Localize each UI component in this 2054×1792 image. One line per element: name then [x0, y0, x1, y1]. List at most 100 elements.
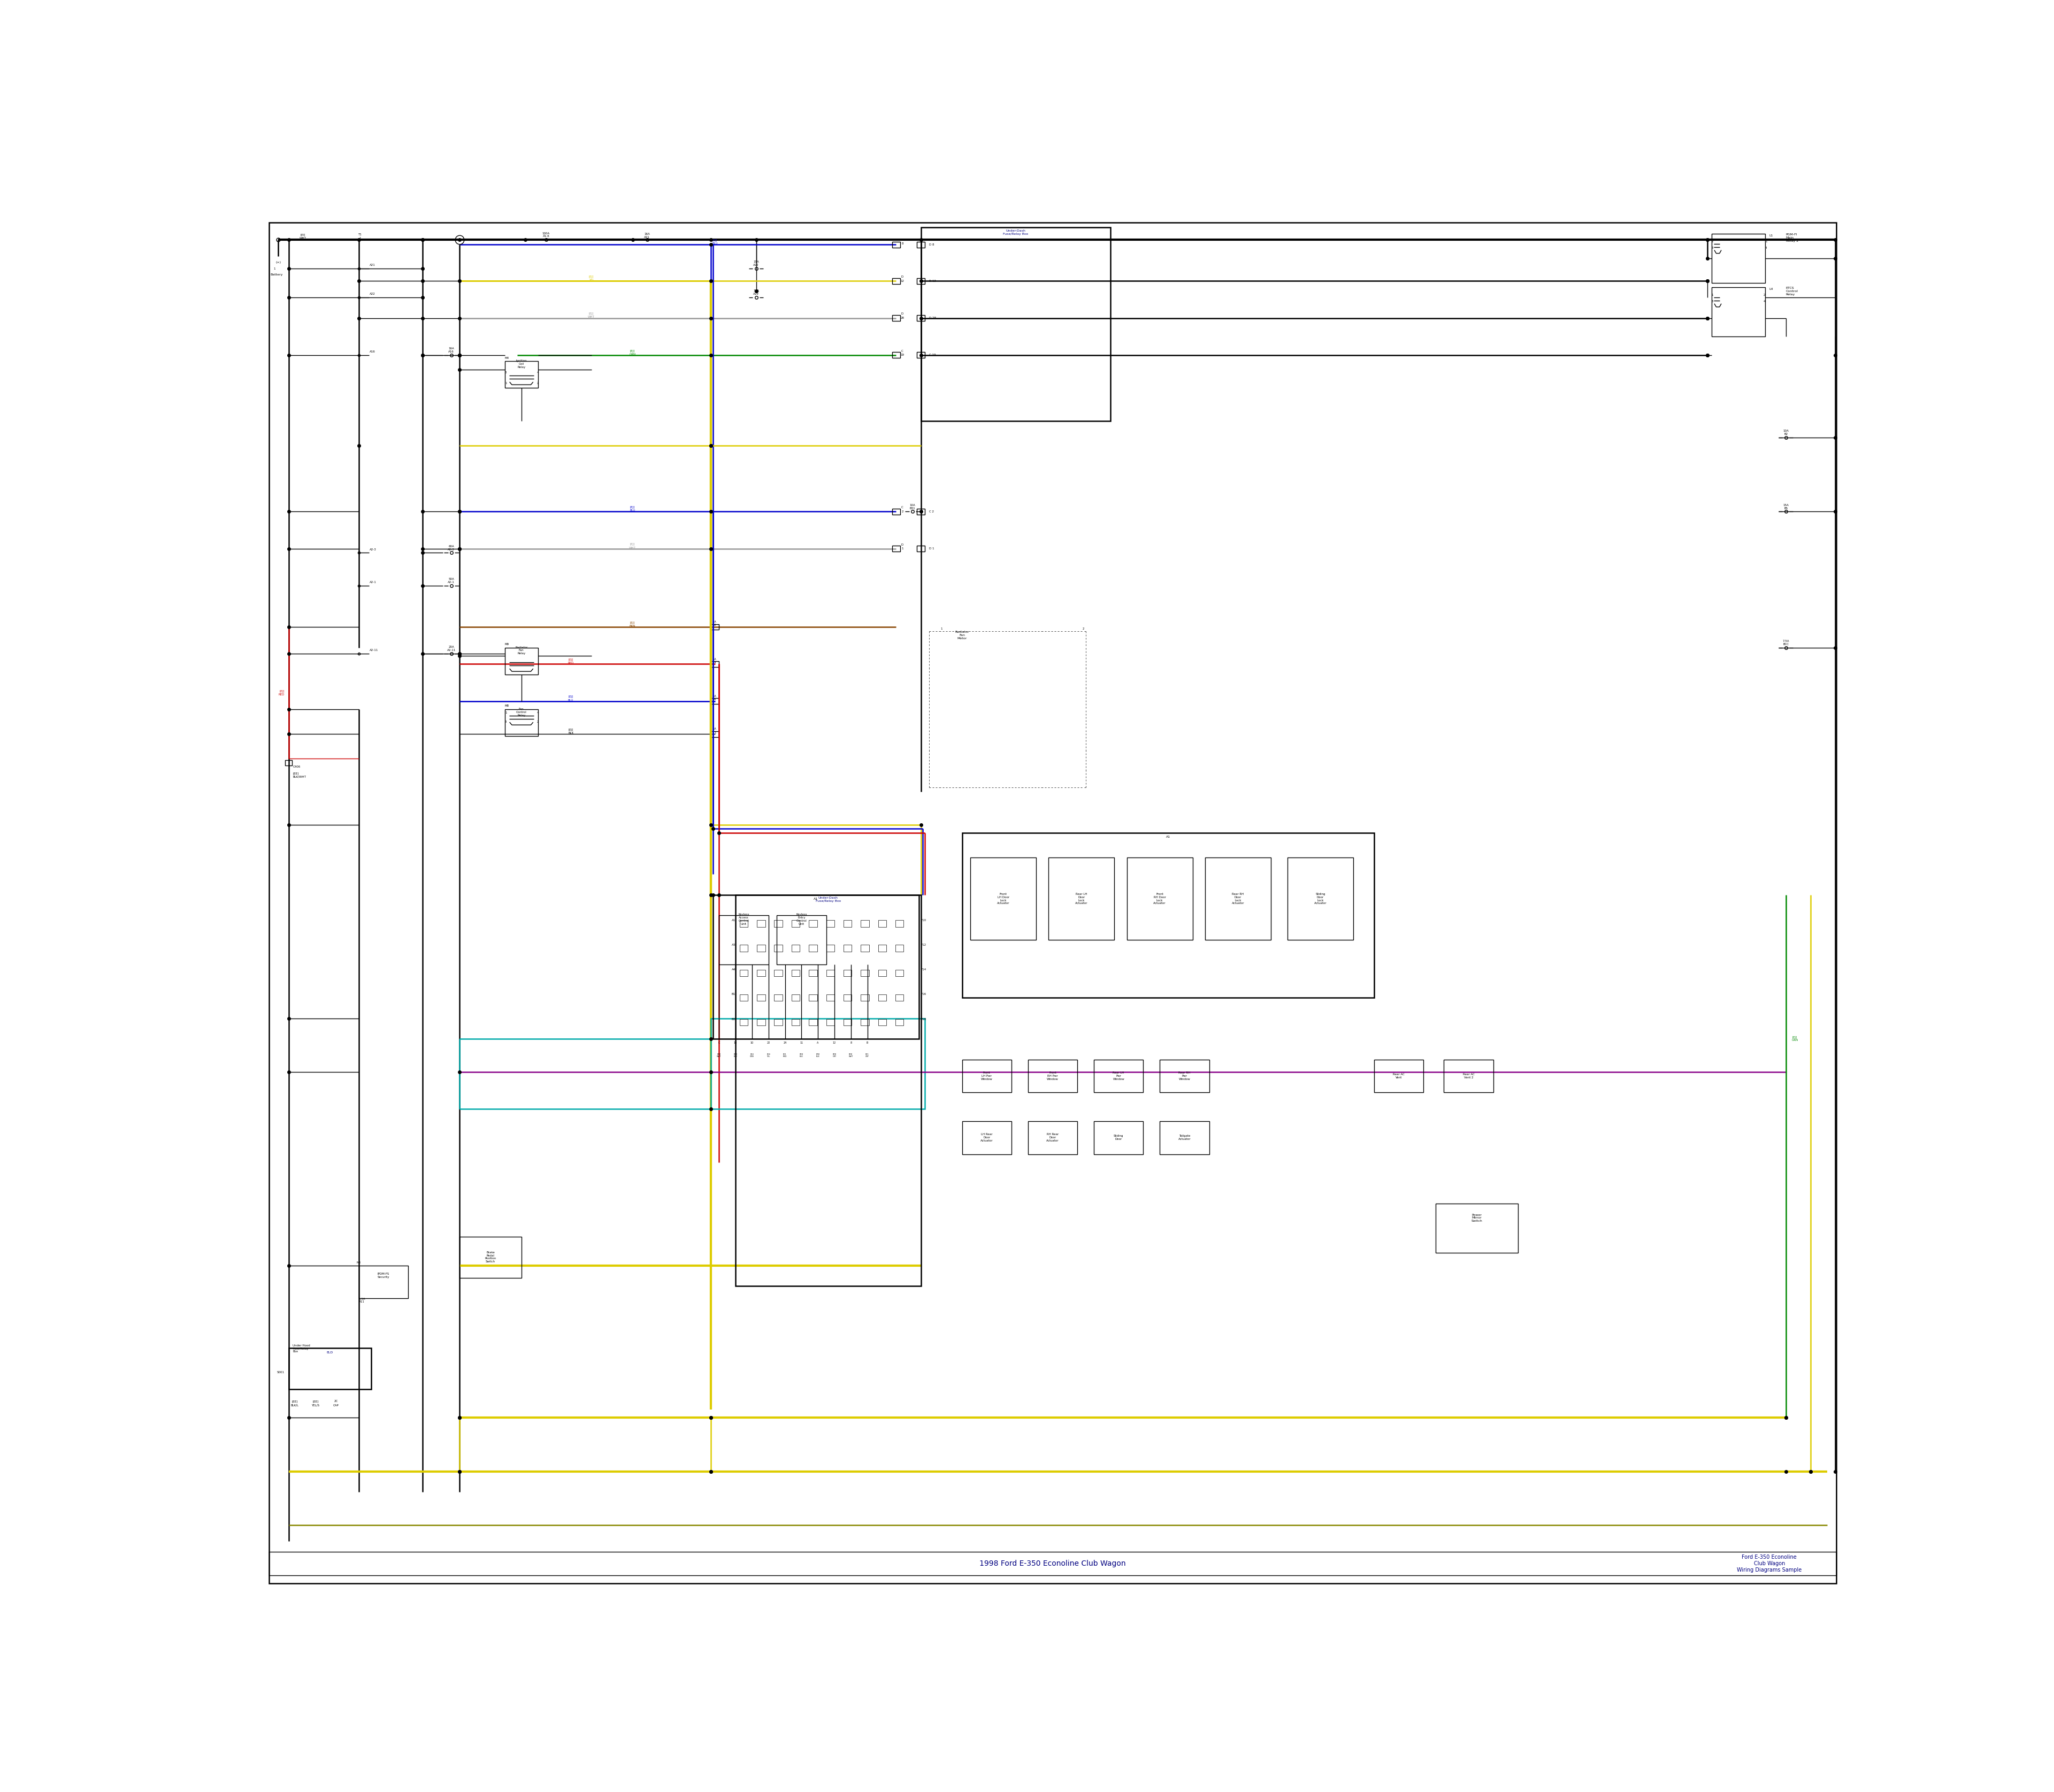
Text: CAP: CAP: [333, 1405, 339, 1407]
Bar: [505, 647, 538, 674]
Text: WHT: WHT: [587, 315, 596, 319]
Bar: [1128, 858, 1193, 941]
Text: A1: A1: [813, 898, 817, 900]
Text: D 1: D 1: [928, 547, 935, 550]
Bar: [739, 944, 748, 952]
Text: 10: 10: [750, 1041, 754, 1045]
Bar: [1027, 1059, 1078, 1093]
Text: Rear AC
Vent: Rear AC Vent: [1393, 1073, 1405, 1079]
Bar: [920, 228, 1111, 421]
Text: Under-Dash
Fuse/Relay Box: Under-Dash Fuse/Relay Box: [815, 896, 840, 903]
Bar: [735, 894, 920, 1287]
Text: [EJ]
GRN: [EJ] GRN: [1791, 1036, 1799, 1041]
Text: 10: 10: [733, 1041, 737, 1045]
Text: Power
Mirror
Switch: Power Mirror Switch: [1471, 1213, 1483, 1222]
Bar: [916, 353, 924, 358]
Bar: [1095, 1059, 1144, 1093]
Text: 12: 12: [900, 280, 904, 283]
Text: M8: M8: [505, 704, 509, 708]
Text: Rear LH
Door
Lock
Actuator: Rear LH Door Lock Actuator: [1074, 892, 1089, 905]
Text: 50A
A2-1: 50A A2-1: [448, 577, 454, 584]
Text: F18: F18: [920, 1018, 926, 1020]
Text: A2-1: A2-1: [370, 581, 376, 584]
Text: 12: 12: [832, 1041, 836, 1045]
Text: 16A
A16: 16A A16: [448, 348, 454, 353]
Text: D: D: [902, 238, 904, 242]
Bar: [505, 710, 538, 737]
Bar: [826, 969, 834, 977]
Bar: [826, 1020, 834, 1025]
Text: B1: B1: [731, 993, 735, 996]
Bar: [896, 944, 904, 952]
Bar: [290, 1348, 372, 1389]
Bar: [916, 315, 924, 321]
Bar: [826, 995, 834, 1002]
Text: D: D: [902, 543, 904, 547]
Bar: [916, 242, 924, 247]
Bar: [896, 969, 904, 977]
Bar: [891, 353, 900, 358]
Text: D 28: D 28: [928, 317, 937, 319]
Bar: [891, 547, 900, 552]
Bar: [809, 944, 817, 952]
Bar: [758, 921, 766, 926]
Text: [EJ]: [EJ]: [631, 505, 635, 509]
Text: Ignition
Coil
Relay: Ignition Coil Relay: [516, 360, 528, 369]
Bar: [961, 833, 1374, 998]
Bar: [877, 921, 885, 926]
Bar: [877, 944, 885, 952]
Bar: [891, 278, 900, 283]
Text: T1: T1: [357, 233, 362, 237]
Text: RH Rear
Door
Actuator: RH Rear Door Actuator: [1045, 1133, 1060, 1142]
Bar: [809, 995, 817, 1002]
Bar: [826, 944, 834, 952]
Text: Brake
Pedal
Position
Switch: Brake Pedal Position Switch: [485, 1251, 497, 1263]
Text: Keyless
Entry
Control
Unit: Keyless Entry Control Unit: [797, 914, 807, 925]
Bar: [774, 995, 783, 1002]
Text: 8R8
BLK: 8R8 BLK: [799, 1054, 803, 1057]
Bar: [711, 624, 719, 629]
Bar: [1711, 287, 1764, 337]
Text: [EJ]: [EJ]: [569, 695, 573, 699]
Text: [EI]: [EI]: [300, 233, 306, 237]
Bar: [826, 921, 834, 926]
Bar: [1048, 858, 1115, 941]
Bar: [791, 921, 799, 926]
Text: 7.5A
BCC: 7.5A BCC: [1783, 640, 1789, 645]
Text: F10: F10: [920, 919, 926, 921]
Text: D 8: D 8: [928, 244, 935, 246]
Text: ELD: ELD: [327, 1351, 333, 1355]
Bar: [1288, 858, 1354, 941]
Text: A21: A21: [370, 263, 376, 267]
Text: F16: F16: [920, 993, 926, 996]
Bar: [711, 731, 719, 737]
Text: M4: M4: [505, 357, 509, 360]
Text: Ford E-350 Econoline
Club Wagon
Wiring Diagrams Sample: Ford E-350 Econoline Club Wagon Wiring D…: [1738, 1555, 1801, 1572]
Text: 20A
A2-11: 20A A2-11: [448, 645, 456, 652]
Text: 8E1
RED: 8E1 RED: [783, 1054, 787, 1057]
Bar: [774, 921, 783, 926]
Bar: [916, 547, 924, 552]
Text: 24: 24: [783, 1041, 787, 1045]
Bar: [809, 1020, 817, 1025]
Text: [EJ]: [EJ]: [569, 729, 573, 731]
Text: Under Hood
Fuse/Relay
Box: Under Hood Fuse/Relay Box: [294, 1344, 310, 1353]
Bar: [739, 921, 748, 926]
Text: ETCS
Control
Relay: ETCS Control Relay: [1785, 287, 1797, 296]
Bar: [791, 1020, 799, 1025]
Text: Sliding
Door: Sliding Door: [1113, 1134, 1124, 1140]
Bar: [896, 1020, 904, 1025]
Bar: [961, 1059, 1011, 1093]
Bar: [758, 1020, 766, 1025]
Bar: [969, 858, 1035, 941]
Bar: [861, 921, 869, 926]
Bar: [711, 1018, 924, 1109]
Bar: [758, 995, 766, 1002]
Text: Front
LH Door
Lock
Actuator: Front LH Door Lock Actuator: [996, 892, 1009, 905]
Bar: [791, 969, 799, 977]
Bar: [269, 1552, 1836, 1575]
Text: M3: M3: [357, 1262, 362, 1263]
Bar: [1436, 1204, 1518, 1253]
Bar: [891, 315, 900, 321]
Text: Keyless
Access
Control
Unit: Keyless Access Control Unit: [737, 914, 750, 925]
